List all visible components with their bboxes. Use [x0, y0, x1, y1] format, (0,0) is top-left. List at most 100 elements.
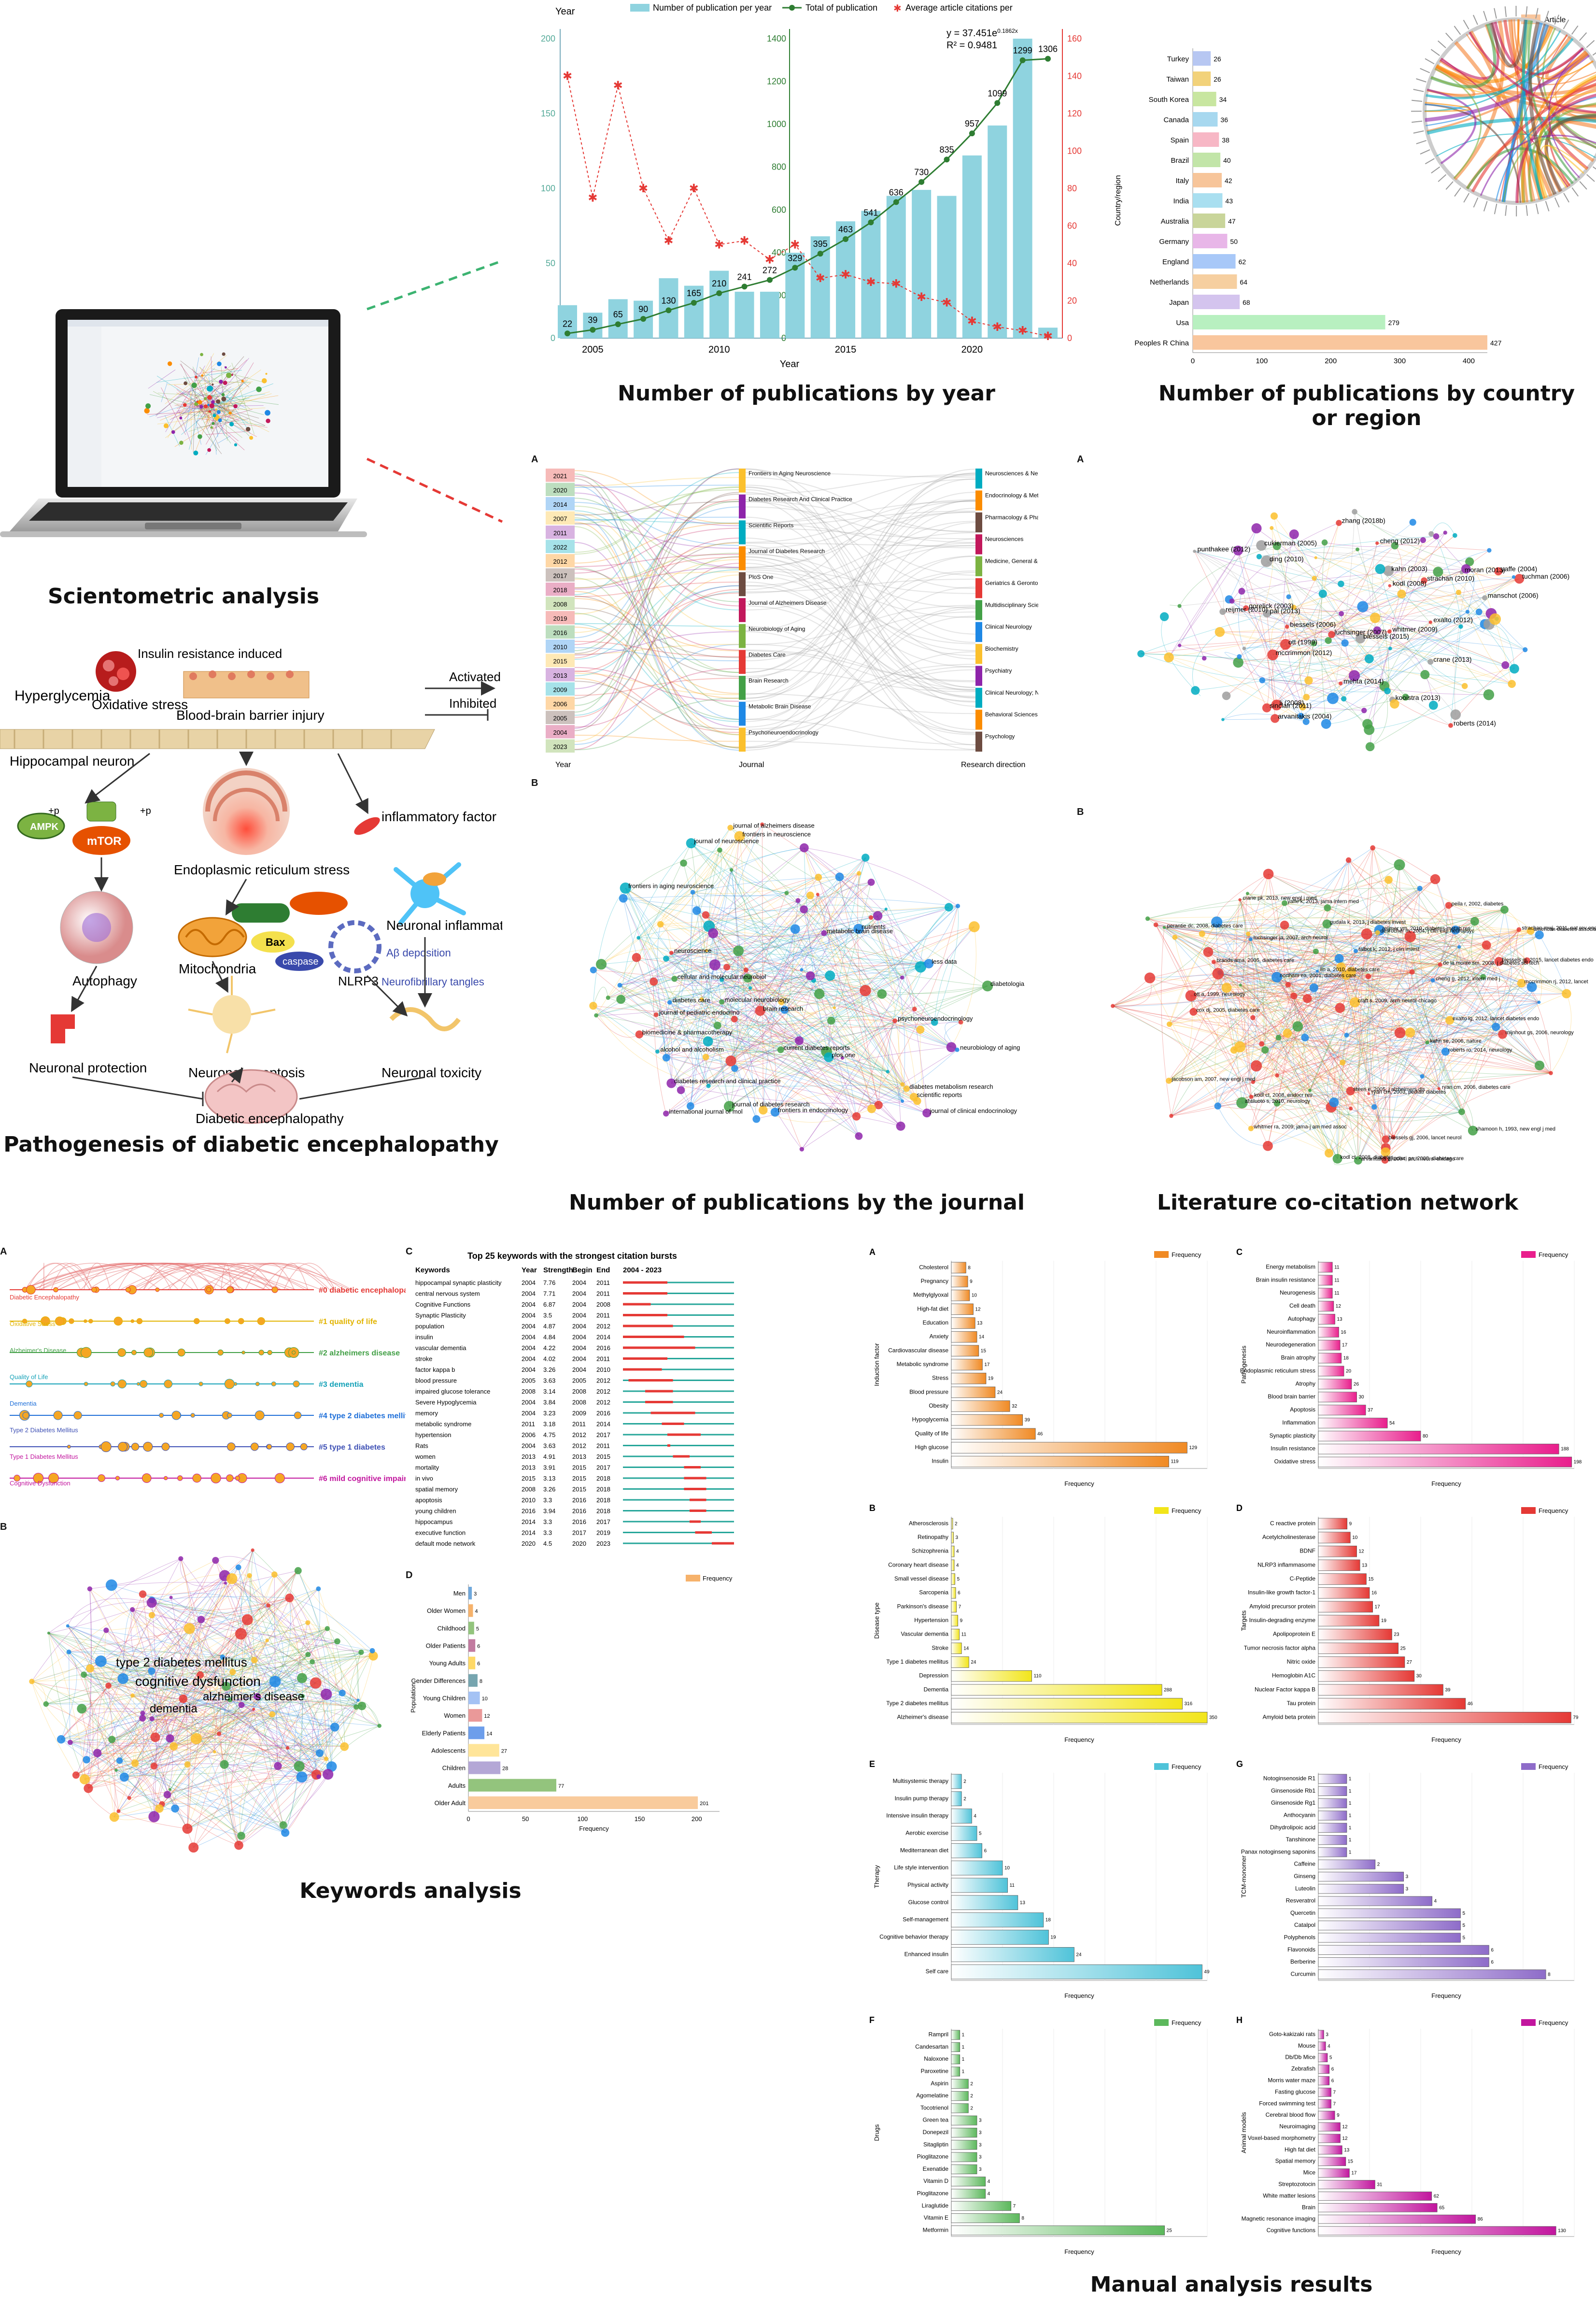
manual-value: 4 [988, 2179, 990, 2184]
manual-bar [951, 1400, 1010, 1412]
manual-bar [951, 2115, 977, 2125]
label-hippocampal: Hippocampal neuron [10, 754, 134, 769]
manual-value: 3 [1406, 1874, 1409, 1880]
manual-value: 8 [1548, 1972, 1551, 1977]
manual-legend: Frequency [1539, 1763, 1568, 1770]
manual-bar [951, 2030, 960, 2040]
network-label: cheng g, 2012, intern med j [1436, 976, 1500, 982]
burst-cell: 2004 [572, 1312, 586, 1319]
point-total [716, 290, 722, 296]
country-value: 64 [1240, 278, 1247, 286]
manual-category: C-Peptide [1290, 1575, 1316, 1582]
manual-panel-label: F [869, 2015, 875, 2025]
burst-cell: 2014 [596, 1334, 610, 1341]
manual-category: Apoptosis [1290, 1406, 1315, 1413]
manual-bar [1318, 1933, 1461, 1943]
burst-cell: 2004 [522, 1410, 536, 1417]
country-label: England [1162, 258, 1189, 266]
manual-bar [1318, 1366, 1344, 1377]
manual-panel-label: C [1236, 1247, 1243, 1257]
manual-category: Blood brain barrier [1268, 1393, 1315, 1400]
label-total: 636 [889, 187, 904, 197]
manual-value: 3 [956, 1535, 959, 1540]
burst-cell: 2012 [572, 1431, 586, 1439]
manual-bar [1318, 1339, 1341, 1351]
network-label: tuchman (2006) [1522, 572, 1569, 580]
country-label: Italy [1175, 177, 1189, 185]
burst-cell: 2023 [596, 1540, 610, 1547]
bar-pub-per-year [760, 291, 779, 338]
manual-category: Physical activity [907, 1881, 948, 1888]
manual-bar [1318, 1656, 1405, 1668]
manual-category: Schizophrenia [912, 1548, 948, 1554]
manual-category: High glucose [915, 1444, 949, 1451]
burst-cell: 2004 [522, 1301, 536, 1308]
manual-category: Methylglyoxal [913, 1292, 948, 1298]
manual-bar [951, 1573, 955, 1585]
manual-bar [951, 1947, 1074, 1962]
manual-value: 3 [979, 2167, 982, 2172]
manual-category: Anxiety [930, 1333, 948, 1340]
manual-category: Insulin-like growth factor-1 [1248, 1589, 1315, 1596]
burst-cell: 2011 [522, 1421, 535, 1428]
point-total [994, 100, 1001, 106]
sankey-year: 2004 [553, 729, 567, 736]
population-value: 4 [475, 1609, 478, 1614]
y-right-tick: 160 [1067, 34, 1082, 43]
manual-bar [951, 1532, 954, 1543]
manual-value: 17 [1375, 1604, 1381, 1610]
point-total [1045, 56, 1051, 62]
country-label: Germany [1159, 238, 1189, 246]
manual-value: 316 [1185, 1701, 1193, 1707]
network-label: frontiers in endocrinology [778, 1106, 848, 1113]
manual-value: 19 [1050, 1935, 1056, 1940]
burst-cell: 2008 [522, 1486, 536, 1493]
manual-bar [951, 1878, 1008, 1893]
manual-value: 65 [1439, 2205, 1445, 2210]
burst-cell: 2004 [522, 1279, 536, 1286]
point-citation: ✱ [1018, 325, 1028, 338]
network-label: biessels (2006) [1290, 620, 1336, 628]
network-label: exalto lg, 2012, lancet diabetes endo [1453, 1016, 1539, 1022]
manual-value: 11 [1010, 1883, 1015, 1888]
burst-header: Strength [543, 1266, 573, 1274]
manual-bar [1318, 2053, 1328, 2063]
manual-value: 24 [1076, 1952, 1082, 1957]
network-label: ryan cm, 2006, diabetes care [1442, 1084, 1511, 1090]
manual-value: 14 [979, 1335, 985, 1340]
manual-xlabel: Frequency [1431, 1480, 1461, 1487]
burst-cell: 3.84 [543, 1399, 555, 1406]
burst-header: Keywords [415, 1266, 450, 1274]
y-right-tick: 0 [1067, 333, 1072, 343]
network-label: peila r, 2002, diabetes [1452, 901, 1504, 907]
manual-legend: Frequency [1172, 2019, 1201, 2026]
manual-ylabel: Targets [1240, 1610, 1247, 1631]
sankey-col: Journal [739, 761, 764, 769]
manual-bar [1318, 1711, 1571, 1724]
label-total: 210 [712, 279, 726, 288]
sankey-direction: Biochemistry [985, 645, 1018, 652]
country-label: Turkey [1167, 55, 1189, 63]
manual-value: 15 [981, 1348, 987, 1353]
manual-bar [1318, 1847, 1347, 1857]
network-label: journal of diabetes research [732, 1101, 809, 1108]
point-citation: ✱ [664, 235, 673, 248]
manual-bar [1318, 2041, 1326, 2051]
manual-value: 6 [1491, 1948, 1494, 1953]
label-oxidative-stress: Oxidative stress [92, 697, 188, 712]
burst-table: C Top 25 keywords with the strongest cit… [406, 1246, 734, 1547]
network-label: american diabetes association, 2014, dia… [1534, 926, 1596, 932]
manual-category: High fat diet [1285, 2146, 1316, 2153]
label-tangles: Neurofibrillary tangles [381, 976, 484, 988]
manual-category: Cognitive behavior therapy [879, 1933, 948, 1940]
network-label: crane pk, 2013, new engl j med [1243, 896, 1317, 901]
manual-category: Sarcopenia [919, 1589, 948, 1596]
network-label: de la monte sm, 2008, j diabetes sci tec… [1443, 960, 1539, 966]
network-label: mehta (2014) [1343, 677, 1384, 685]
burst-cell: 2004 [522, 1355, 536, 1363]
manual-bar [1318, 2214, 1476, 2224]
burst-cell: executive function [415, 1529, 466, 1537]
manual-legend: Frequency [1539, 2019, 1568, 2026]
burst-cell: 6.87 [543, 1301, 555, 1308]
population-value: 8 [480, 1679, 482, 1684]
